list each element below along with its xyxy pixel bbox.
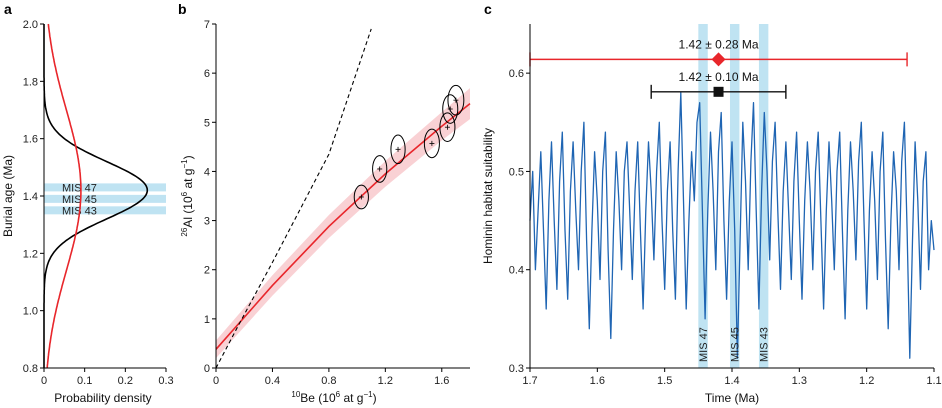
c-xtick-label-5: 1.2	[859, 375, 874, 387]
c-band-label-2: MIS 43	[759, 327, 771, 362]
b-ytick-label-6: 6	[204, 68, 210, 80]
c-xtick-label-2: 1.5	[657, 375, 672, 387]
b-ytick-label-7: 7	[204, 19, 210, 31]
c-ytick-label-1: 0.4	[509, 265, 524, 277]
c-suitability-line	[529, 92, 935, 359]
b-xtick-label-4: 1.6	[434, 375, 449, 387]
a-y-label: Burial age (Ma)	[1, 155, 15, 237]
c-y-label: Hominin habitat suitability	[481, 128, 495, 264]
b-point-ellipse-2	[390, 134, 406, 165]
a-ytick-label-0: 0.8	[23, 363, 38, 375]
b-xtick-label-2: 0.8	[321, 375, 336, 387]
panel-label-c: c	[484, 1, 492, 17]
c-band-labels: MIS 47 MIS 45 MIS 43	[698, 327, 771, 362]
c-xtick-label-3: 1.4	[724, 375, 739, 387]
a-band-label-1: MIS 45	[62, 194, 97, 206]
c-ticks: 1.7 1.6 1.5 1.4 1.3 1.2 1.1 0.3 0.4 0.5 0.6	[509, 68, 942, 387]
c-xtick-label-6: 1.1	[926, 375, 941, 387]
a-ticks: 0 0.1 0.2 0.3 0.8 1.0 1.2 1.4 1.6 1.8 2.0	[23, 19, 174, 387]
b-xtick-label-3: 1.2	[378, 375, 393, 387]
b-dashed-line	[215, 28, 372, 369]
b-ticks: 0 0.4 0.8 1.2 1.6 0 1 2 3 4 5 6 7	[204, 19, 450, 387]
b-xtick-label-0: 0	[213, 375, 219, 387]
a-band-1	[44, 194, 166, 203]
b-ytick-label-4: 4	[204, 166, 210, 178]
c-xtick-label-4: 1.3	[792, 375, 807, 387]
c-ytick-label-2: 0.5	[509, 166, 524, 178]
c-band-1	[729, 24, 740, 368]
c-ytick-label-3: 0.6	[509, 68, 524, 80]
a-xtick-label-3: 0.3	[158, 375, 173, 387]
a-x-label: Probability density	[54, 391, 151, 405]
b-point-ellipse-5	[442, 94, 459, 124]
c-band-label-0: MIS 47	[698, 327, 710, 362]
a-xtick-label-2: 0.2	[118, 375, 133, 387]
b-fit-line	[215, 102, 471, 350]
b-ytick-label-2: 2	[204, 265, 210, 277]
c-band-label-1: MIS 45	[730, 327, 742, 362]
c-estimate-label-0: 1.42 ± 0.28 Ma	[679, 37, 759, 51]
c-estimate-marker-0	[711, 52, 726, 67]
b-lines	[215, 28, 471, 369]
b-points	[353, 84, 465, 210]
c-x-label: Time (Ma)	[705, 391, 759, 405]
a-ytick-label-1: 1.0	[23, 306, 38, 318]
a-band-label-0: MIS 47	[62, 182, 97, 194]
c-band-2	[758, 24, 769, 368]
c-xtick-label-0: 1.7	[522, 375, 537, 387]
a-ytick-label-4: 1.6	[23, 134, 38, 146]
b-ytick-label-5: 5	[204, 117, 210, 129]
c-ytick-label-0: 0.3	[509, 363, 524, 375]
a-band-0	[44, 183, 166, 192]
panel-label-b: b	[178, 1, 187, 17]
b-x-label: 10Be (106 at g−1)	[291, 390, 376, 405]
b-point-ellipse-0	[353, 184, 369, 210]
c-xtick-label-1: 1.6	[590, 375, 605, 387]
c-estimate-marker-1	[713, 86, 724, 97]
b-xtick-label-1: 0.4	[265, 375, 280, 387]
a-band-2	[44, 206, 166, 215]
b-ytick-label-0: 0	[204, 363, 210, 375]
c-band-0	[698, 24, 708, 368]
c-estimate-label-1: 1.42 ± 0.10 Ma	[679, 70, 759, 84]
b-y-label: 26Al (106 at g−1)	[180, 155, 195, 236]
panel-c: 1.42 ± 0.28 Ma1.42 ± 0.10 Ma 1.7 1.6 1.5 1.…	[481, 24, 942, 405]
c-series	[529, 92, 935, 359]
a-ytick-label-5: 1.8	[23, 76, 38, 88]
a-ytick-label-6: 2.0	[23, 19, 38, 31]
b-point-ellipse-3	[423, 128, 440, 159]
a-xtick-label-1: 0.1	[77, 375, 92, 387]
c-estimates: 1.42 ± 0.28 Ma 1.42 ± 0.10 Ma	[529, 37, 908, 99]
b-point-ellipse-1	[372, 155, 388, 183]
a-xtick-label-0: 0	[41, 375, 47, 387]
a-ytick-label-3: 1.4	[23, 191, 38, 203]
b-ytick-label-1: 1	[204, 314, 210, 326]
c-mis-bands	[698, 24, 769, 368]
a-ytick-label-2: 1.2	[23, 248, 38, 260]
b-ytick-label-3: 3	[204, 216, 210, 228]
panel-label-a: a	[4, 1, 12, 17]
b-point-ellipse-6	[447, 84, 465, 116]
a-curve-wide	[46, 23, 82, 369]
b-point-ellipse-4	[439, 112, 456, 143]
